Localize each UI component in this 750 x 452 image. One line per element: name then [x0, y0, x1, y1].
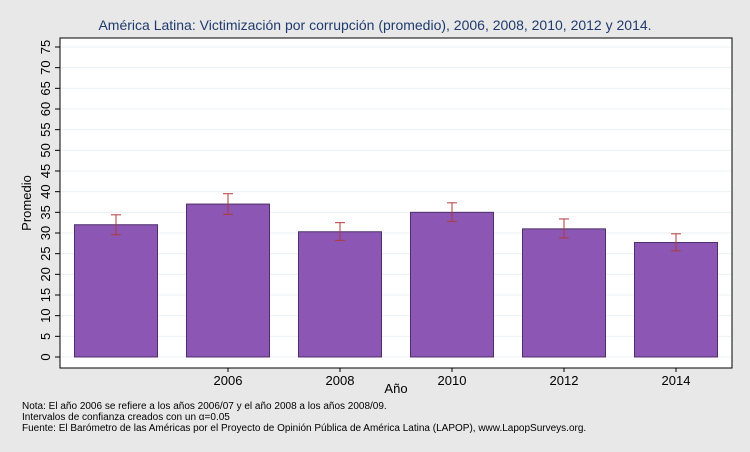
y-tick-label: 75 [38, 40, 53, 54]
y-tick-label: 15 [38, 288, 53, 302]
y-tick-label: 60 [38, 102, 53, 116]
x-tick-label: 2012 [550, 373, 579, 388]
x-tick-label: 2008 [326, 373, 355, 388]
x-axis-label: Año [384, 381, 407, 396]
x-tick-label: 2010 [438, 373, 467, 388]
y-tick-label: 20 [38, 267, 53, 281]
note-line-source: Fuente: El Barómetro de las Américas por… [22, 423, 587, 434]
y-tick-label: 45 [38, 164, 53, 178]
y-tick-label: 5 [38, 333, 53, 340]
bar [298, 231, 382, 358]
plot-area [59, 37, 733, 369]
y-tick-label: 70 [38, 60, 53, 74]
bars [74, 193, 718, 358]
y-tick-label: 35 [38, 205, 53, 219]
grid-lines [61, 46, 731, 358]
x-axis-ticks: 2006 2008 2010 2012 2014 [214, 368, 691, 388]
y-tick-label: 65 [38, 81, 53, 95]
y-tick-label: 30 [38, 226, 53, 240]
x-tick-label: 2014 [662, 373, 691, 388]
y-tick-label: 10 [38, 308, 53, 322]
y-axis-label: Promedio [19, 175, 34, 231]
y-tick-label: 0 [38, 353, 53, 360]
x-tick-label: 2006 [214, 373, 243, 388]
chart-title: América Latina: Victimización por corrup… [98, 17, 651, 33]
bar [410, 211, 494, 358]
y-tick-label: 50 [38, 143, 53, 157]
bar [74, 224, 158, 358]
y-tick-label: 40 [38, 184, 53, 198]
y-tick-label: 25 [38, 246, 53, 260]
y-tick-label: 55 [38, 122, 53, 136]
chart-notes: Nota: El año 2006 se refiere a los años … [22, 401, 586, 434]
bar [186, 203, 270, 358]
y-axis-ticks: 0 5 10 15 20 25 30 35 40 45 50 55 60 65 70 75 [38, 40, 60, 361]
bar [634, 242, 718, 358]
bar [522, 228, 606, 358]
note-line-confidence: Intervalos de confianza creados con un α… [22, 412, 230, 423]
note-line-period: Nota: El año 2006 se refiere a los años … [22, 401, 387, 412]
